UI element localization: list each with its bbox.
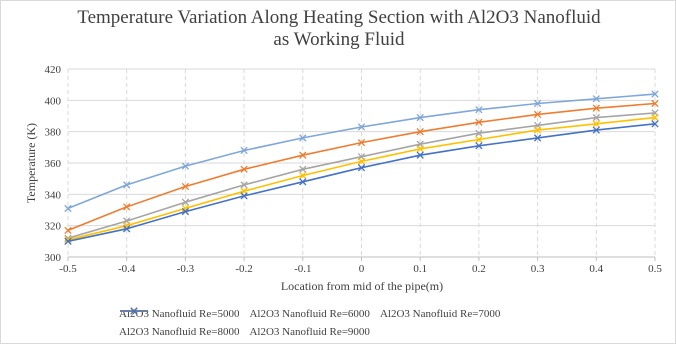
data-point-re5000 [240,146,248,155]
data-point-re5000 [651,90,659,98]
legend-item-re8000: Al2O3 Nanofluid Re=8000 [119,307,240,341]
data-point-re6000 [475,118,483,126]
y-tick-label: 300 [45,252,62,264]
data-point-re8000 [357,157,366,166]
data-point-re5000 [299,134,307,142]
data-point-re9000 [651,120,659,128]
y-tick-label: 340 [45,189,62,201]
x-tick-label: 0.1 [413,263,427,275]
x-tick-label: -0.2 [235,263,252,275]
y-tick-label: 360 [45,158,62,170]
data-point-re7000 [592,113,600,122]
chart-title: Temperature Variation Along Heating Sect… [1,7,675,51]
data-point-re7000 [475,129,483,137]
data-point-re9000 [533,134,542,142]
axes: 300 320 340 360 380 400 420 -0.5 -0.4 -0.3 -0.2 -0.… [45,64,663,275]
series-re6000 [64,99,659,235]
data-point-re8000 [533,126,542,134]
legend-item-re6000: Al2O3 Nanofluid Re=6000 [120,305,370,323]
x-tick-label: -0.3 [177,263,195,275]
x-axis-label: Location from mid of the pipe(m) [281,279,443,293]
y-tick-label: 320 [45,221,62,233]
data-point-re6000 [533,110,542,119]
y-tick-label: 380 [45,127,62,139]
x-tick-label: -0.1 [294,263,311,275]
series-re5000 [64,90,659,213]
x-tick-label: 0 [359,263,365,275]
x-tick-label: -0.4 [118,263,136,275]
data-point-re7000 [299,165,307,173]
y-tick-label: 400 [45,95,62,107]
legend-label-re9000: Al2O3 Nanofluid Re=9000 [249,326,370,338]
data-point-re5000 [475,106,483,114]
data-point-re5000 [533,99,542,108]
data-point-re6000 [299,151,307,159]
data-point-re9000 [416,151,424,159]
data-point-re9000 [299,178,307,186]
data-point-re7000 [240,181,248,189]
x-tick-label: 0.2 [472,263,486,275]
legend-swatch-re9000 [120,307,148,315]
x-tick-label: 0.3 [531,263,545,275]
legend-row-2: Al2O3 Nanofluid Re=8000 Al2O3 Nanofluid … [119,307,639,341]
data-point-re9000 [357,164,366,172]
data-point-re5000 [416,113,424,122]
data-point-re8000 [416,145,424,153]
data-point-re6000 [357,138,366,147]
chart-title-line-2: as Working Fluid [273,29,405,50]
x-tick-label: 0.4 [589,263,603,275]
data-point-re6000 [64,226,72,235]
chart-title-line-1: Temperature Variation Along Heating Sect… [77,7,601,28]
data-point-re5000 [592,95,600,103]
legend-label-re8000: Al2O3 Nanofluid Re=8000 [119,326,240,338]
data-point-re6000 [651,99,659,108]
data-point-re5000 [123,181,131,189]
gridlines [67,68,656,257]
data-point-re6000 [416,128,424,136]
data-point-re5000 [357,123,366,131]
y-tick-label: 420 [45,64,62,76]
x-tick-label: -0.5 [59,263,77,275]
legend-row-1: Al2O3 Nanofluid Re=5000 Al2O3 Nanofluid … [119,305,639,323]
data-point-re6000 [240,165,248,173]
legend-label-re6000: Al2O3 Nanofluid Re=6000 [249,308,370,320]
data-point-re8000 [475,135,483,144]
data-point-re9000 [181,207,190,216]
data-point-re8000 [651,113,659,122]
legend-label-re7000: Al2O3 Nanofluid Re=7000 [379,308,501,320]
legend: Al2O3 Nanofluid Re=5000 Al2O3 Nanofluid … [119,305,639,341]
series-group [64,90,659,245]
legend-label-re5000: Al2O3 Nanofluid Re=5000 [119,308,240,320]
data-point-re9000 [240,192,248,200]
data-point-re8000 [64,236,72,244]
y-axis-label: Temperature (K) [24,123,38,203]
data-point-re9000 [123,225,131,233]
data-point-re9000 [592,126,600,134]
data-point-re6000 [592,104,600,112]
data-point-re9000 [475,142,483,150]
data-point-re8000 [299,171,307,180]
data-point-re6000 [123,203,131,211]
data-point-re5000 [181,162,190,170]
series-re9000 [64,120,659,245]
data-point-re5000 [64,204,72,213]
legend-item-re9000: Al2O3 Nanofluid Re=9000 [120,307,370,341]
x-tick-label: 0.5 [648,263,662,275]
data-point-re6000 [181,182,190,191]
data-point-re9000 [64,237,72,245]
data-point-re8000 [592,120,600,128]
data-point-re7000 [181,198,190,206]
legend-marker-x-icon [130,307,138,315]
legend-item-re7000: Al2O3 Nanofluid Re=7000 [120,305,501,323]
